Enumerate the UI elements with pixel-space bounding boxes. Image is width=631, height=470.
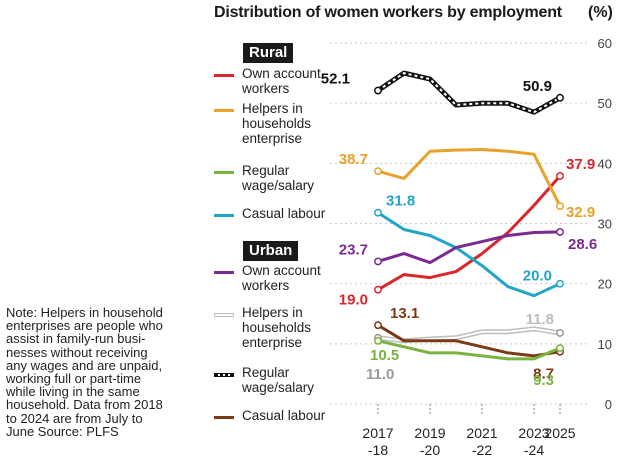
chart-title: Distribution of women workers by employm…: [214, 4, 562, 21]
data-label: 20.0: [523, 268, 552, 285]
legend-rural-casual: Casual labour: [214, 206, 325, 221]
legend-urban-own-account: Own account workers: [214, 263, 321, 293]
section-urban: Urban: [243, 241, 299, 261]
y-tick-label: 0: [605, 397, 612, 412]
series-point: [374, 208, 382, 217]
legend-urban-helpers: Helpers in households enterprise: [214, 305, 311, 350]
legend-swatch: [214, 313, 234, 317]
data-label: 13.1: [390, 305, 419, 322]
legend-rural-own-account: Own account workers: [214, 66, 321, 96]
note-text: Note: Helpers in household enterprises a…: [6, 305, 163, 439]
x-tick-label: 2021: [466, 425, 497, 441]
data-label: 11.8: [526, 311, 554, 328]
legend-swatch: [214, 74, 234, 77]
y-tick-label: 30: [598, 217, 612, 232]
series-line: [376, 339, 562, 361]
legend-swatch: [214, 271, 234, 274]
y-tick-label: 40: [598, 156, 612, 171]
legend-urban-casual: Casual labour: [214, 408, 325, 423]
x-tick-label: -22: [472, 442, 492, 458]
section-rural: Rural: [243, 43, 294, 63]
data-label: 50.9: [523, 78, 552, 95]
x-tick-label: -20: [420, 442, 440, 458]
data-label: 32.9: [566, 204, 595, 221]
series-point: [374, 167, 382, 176]
legend-urban-regular: Regular wage/salary: [214, 365, 314, 395]
x-tick-label: 2023: [518, 425, 549, 441]
legend-swatch: [214, 214, 234, 217]
series-line: [376, 211, 562, 298]
y-tick-label: 60: [598, 36, 612, 51]
data-label: 9.3: [533, 372, 554, 389]
series-point: [556, 202, 564, 211]
y-tick-label: 50: [598, 96, 612, 111]
legend-label: Casual labour: [242, 408, 326, 423]
series-point: [374, 86, 382, 95]
series-point: [374, 321, 382, 330]
x-tick-label: 2019: [414, 425, 445, 441]
data-label: 28.6: [568, 236, 597, 253]
data-label: 11.0: [366, 366, 394, 383]
series-point: [374, 257, 382, 266]
legend-swatch: [214, 109, 234, 112]
series-line: [376, 323, 562, 358]
legend-swatch: [214, 416, 234, 419]
x-tick-label: 2017: [362, 425, 393, 441]
legend-label: Helpers in households enterprise: [242, 305, 312, 350]
legend-rural-helpers: Helpers in households enterprise: [214, 101, 311, 146]
series-point: [556, 344, 564, 352]
x-tick-label: -18: [368, 442, 388, 458]
series-line: [376, 230, 562, 265]
series-line: [376, 148, 562, 208]
data-label: 19.0: [339, 292, 368, 309]
series-point: [374, 336, 382, 345]
data-label: 31.8: [386, 193, 415, 210]
x-tick-label: 2025: [544, 425, 575, 441]
series-point: [374, 285, 382, 294]
legend-rural-regular: Regular wage/salary: [214, 163, 314, 193]
legend-label: Helpers in households enterprise: [242, 101, 312, 146]
series-point: [556, 279, 564, 288]
legend-swatch: [214, 373, 234, 377]
y-tick-label: 20: [598, 277, 612, 292]
legend-swatch: [214, 171, 234, 174]
series-line-dash: [377, 72, 561, 114]
series-point: [556, 172, 564, 180]
legend-label: Own account workers: [242, 66, 321, 96]
y-tick-label: 10: [598, 337, 612, 352]
x-tick-label: -24: [524, 442, 544, 458]
data-label: 23.7: [339, 241, 368, 258]
data-label: 8.7: [533, 366, 554, 383]
legend-label: Regular wage/salary: [242, 365, 315, 395]
legend-label: Regular wage/salary: [242, 163, 315, 193]
series-point: [556, 93, 564, 102]
series-line: [376, 174, 562, 292]
unit-label: (%): [588, 4, 613, 21]
data-label: 52.1: [321, 71, 350, 88]
data-label: 38.7: [339, 151, 368, 168]
data-label: 10.5: [370, 347, 399, 364]
series-point: [556, 329, 564, 337]
legend-label: Casual labour: [242, 206, 326, 221]
series-point: [556, 227, 564, 236]
legend-label: Own account workers: [242, 263, 321, 293]
data-label: 37.9: [566, 156, 595, 173]
